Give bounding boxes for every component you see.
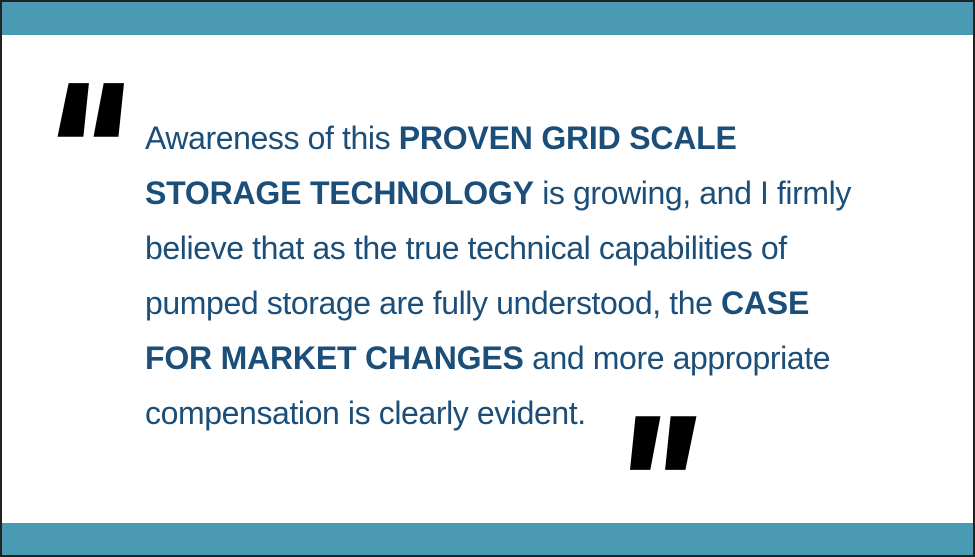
quote-segment: compensation is clearly evident. [145,395,586,431]
quote-segment-bold: CASE [720,285,810,321]
quote-segment: Awareness of this [145,120,399,156]
quote-text-block: Awareness of this PROVEN GRID SCALE STOR… [145,111,920,441]
quote-segment: and more appropriate [523,340,831,376]
top-accent-bar [2,2,973,35]
quote-segment: pumped storage are fully understood, the [145,285,721,321]
quote-segment-bold: PROVEN GRID SCALE [398,120,737,156]
quote-segment-bold: STORAGE TECHNOLOGY [145,175,534,211]
quote-line: STORAGE TECHNOLOGY is growing, and I fir… [145,166,920,221]
quote-line: Awareness of this PROVEN GRID SCALE [145,111,920,166]
quote-line: believe that as the true technical capab… [145,221,920,276]
quote-line: FOR MARKET CHANGES and more appropriate [145,331,920,386]
quote-segment: is growing, and I firmly [533,175,851,211]
close-quote-icon [630,414,702,474]
quote-segment-bold: FOR MARKET CHANGES [145,340,524,376]
open-quote-icon [52,79,124,139]
quote-line: pumped storage are fully understood, the… [145,276,920,331]
quote-segment: believe that as the true technical capab… [145,230,787,266]
quote-line: compensation is clearly evident. [145,386,920,441]
bottom-accent-bar [2,523,973,555]
